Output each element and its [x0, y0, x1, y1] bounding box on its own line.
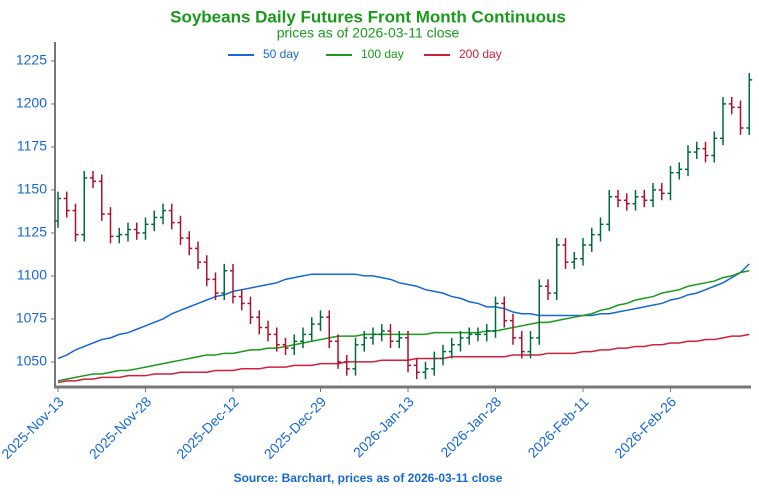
x-tick-label: 2025-Nov-13 [0, 393, 67, 462]
x-tick-label: 2026-Feb-26 [611, 393, 679, 461]
x-tick-label: 2025-Dec-12 [173, 393, 242, 462]
source-note: Source: Barchart, prices as of 2026-03-1… [234, 471, 503, 485]
y-tick-label: 1225 [16, 52, 47, 68]
y-tick-label: 1150 [17, 181, 47, 197]
legend-label: 100 day [361, 47, 404, 61]
ma-line [57, 333, 750, 384]
y-tick-label: 1125 [17, 224, 47, 240]
x-tick-label: 2026-Jan-13 [350, 393, 417, 460]
x-tick-label: 2025-Nov-28 [86, 393, 155, 462]
ma-line [57, 263, 750, 360]
chart-subtitle: prices as of 2026-03-11 close [277, 25, 460, 41]
y-tick-label: 1200 [16, 95, 47, 111]
x-tick-label: 2025-Dec-29 [261, 393, 330, 462]
y-tick-label: 1100 [17, 267, 47, 283]
legend-label: 200 day [459, 47, 502, 61]
chart-title: Soybeans Daily Futures Front Month Conti… [170, 7, 566, 26]
y-tick-label: 1075 [16, 310, 47, 326]
y-tick-label: 1050 [16, 353, 47, 369]
legend-label: 50 day [263, 47, 299, 61]
y-tick-label: 1175 [17, 138, 47, 154]
x-tick-label: 2026-Feb-11 [524, 393, 591, 460]
x-tick-label: 2026-Jan-28 [437, 393, 504, 460]
ma-line [57, 270, 750, 382]
